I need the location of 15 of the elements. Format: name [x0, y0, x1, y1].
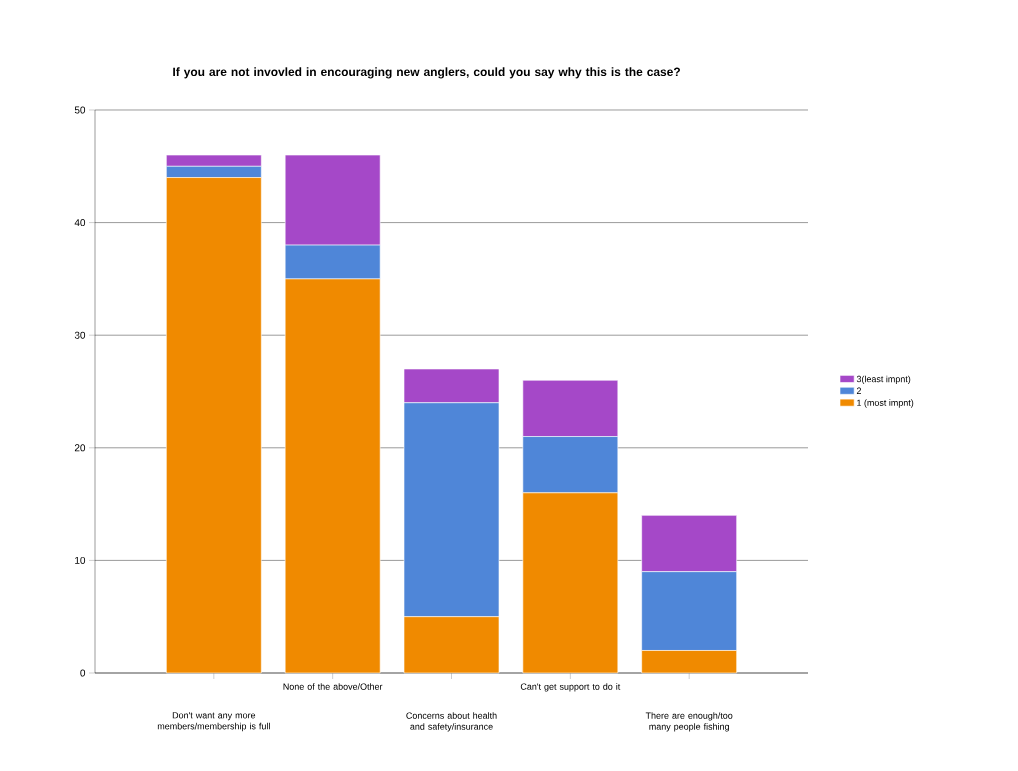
x-tick-label: Concerns about health and safety/insurance: [406, 712, 497, 732]
legend-label: 3(least impnt): [856, 375, 911, 384]
y-tick-label: 10: [75, 556, 86, 564]
y-tick-label: 20: [74, 444, 86, 452]
y-tick-label: 50: [74, 106, 86, 114]
x-tick-label: Don't want any more members/membership is full: [157, 712, 270, 732]
x-tick-label: There are enough/too many people fishing: [645, 712, 733, 732]
x-tick-label: Can't get support to do it: [520, 683, 621, 692]
chart-title: If you are not invovled in encouraging new anglers, could you say why this is the case?: [173, 67, 680, 79]
y-tick-label: 30: [74, 331, 86, 339]
legend-label: 1 (most impnt): [857, 399, 914, 408]
y-tick-label: 0: [80, 669, 86, 677]
y-tick-label: 40: [74, 219, 86, 227]
legend-label: 2: [856, 387, 861, 394]
x-tick-label: None of the above/Other: [283, 683, 383, 690]
